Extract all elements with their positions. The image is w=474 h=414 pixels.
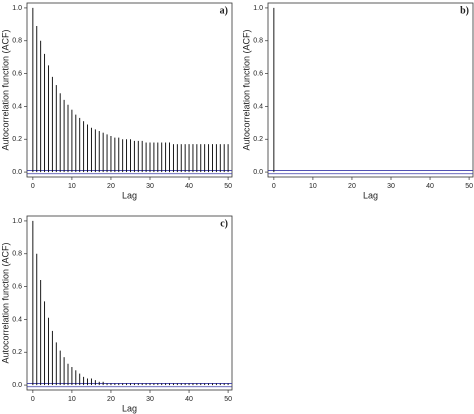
y-tick-label: 0.8 (253, 38, 263, 45)
panel: 0.0 0.2 0.4 0.6 0.8 1.0 0 10 20 30 40 50 Lag Autocorr… (0, 215, 233, 413)
x-tick-label: 20 (107, 396, 115, 403)
y-tick-label: 1.0 (253, 5, 263, 12)
plot-frame (267, 2, 474, 178)
y-tick-label: 0.2 (12, 136, 22, 143)
y-tick-label: 0.8 (12, 251, 22, 258)
x-tick-label: 30 (146, 183, 154, 190)
plot-frame (26, 2, 233, 178)
x-tick-label: 0 (31, 396, 35, 403)
y-tick-label: 1.0 (12, 218, 22, 225)
panel-label: b) (460, 5, 469, 16)
x-tick-label: 20 (107, 183, 115, 190)
x-tick-label: 50 (465, 183, 473, 190)
y-tick-label: 0.6 (253, 70, 263, 77)
x-tick-label: 40 (426, 183, 434, 190)
y-tick-label: 0.4 (253, 103, 263, 110)
panel-label: c) (220, 218, 228, 229)
y-tick-label: 0.8 (12, 38, 22, 45)
panel-label: a) (220, 5, 228, 16)
y-tick-label: 0.0 (253, 169, 263, 176)
plot-frame (26, 215, 233, 391)
x-tick-label: 10 (68, 183, 76, 190)
x-tick-label: 30 (146, 396, 154, 403)
x-tick-label: 0 (272, 183, 276, 190)
y-axis-label: Autocorrelation function (ACF) (241, 29, 251, 150)
x-tick-label: 40 (185, 183, 193, 190)
x-tick-label: 10 (68, 396, 76, 403)
y-axis-label: Autocorrelation function (ACF) (0, 242, 10, 363)
y-tick-label: 1.0 (12, 5, 22, 12)
y-tick-label: 0.4 (12, 316, 22, 323)
x-axis-label: Lag (122, 190, 137, 200)
x-tick-label: 50 (224, 396, 232, 403)
panel: 0.0 0.2 0.4 0.6 0.8 1.0 0 10 20 30 40 50 Lag Autocorr… (0, 2, 233, 200)
y-tick-label: 0.6 (12, 283, 22, 290)
y-tick-label: 0.4 (12, 103, 22, 110)
x-tick-label: 10 (309, 183, 317, 190)
y-axis-label: Autocorrelation function (ACF) (0, 29, 10, 150)
x-tick-label: 50 (224, 183, 232, 190)
x-axis-label: Lag (363, 190, 378, 200)
y-tick-label: 0.0 (12, 169, 22, 176)
y-tick-label: 0.6 (12, 70, 22, 77)
y-tick-label: 0.0 (12, 382, 22, 389)
x-tick-label: 40 (185, 396, 193, 403)
x-tick-label: 0 (31, 183, 35, 190)
x-tick-label: 20 (348, 183, 356, 190)
x-axis-label: Lag (122, 403, 137, 413)
y-tick-label: 0.2 (12, 349, 22, 356)
panel: 0.0 0.2 0.4 0.6 0.8 1.0 0 10 20 30 40 50 Lag Autocorr… (241, 2, 474, 200)
y-tick-label: 0.2 (253, 136, 263, 143)
x-tick-label: 30 (387, 183, 395, 190)
